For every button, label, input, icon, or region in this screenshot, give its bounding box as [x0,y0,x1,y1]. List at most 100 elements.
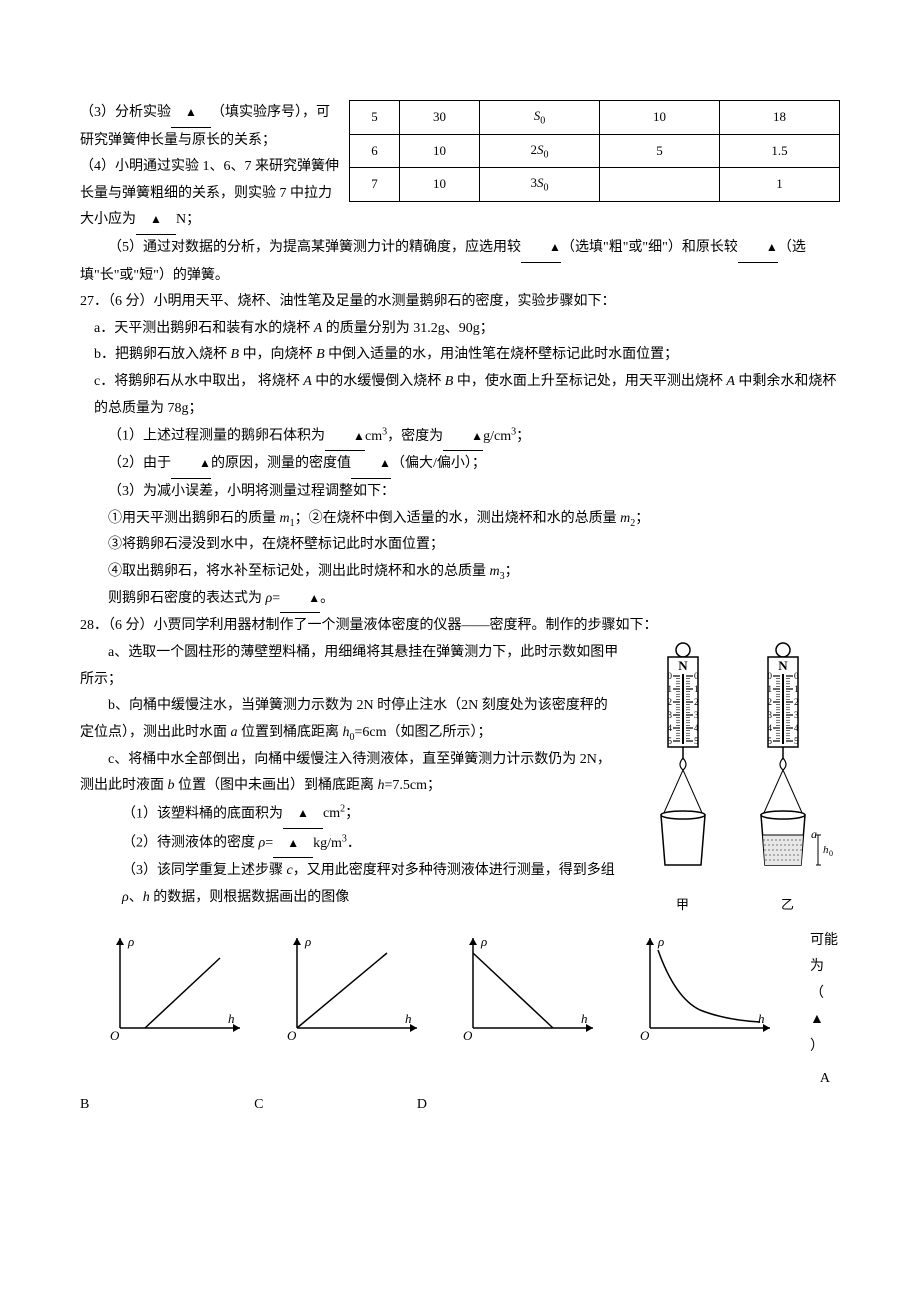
svg-text:1: 1 [794,684,799,694]
svg-text:4: 4 [794,723,799,733]
svg-text:2: 2 [694,697,699,707]
q27-part3: （3）为减小误差，小明将测量过程调整如下： [80,479,840,506]
table-cell: 3S0 [480,168,600,202]
text: 可能 [810,928,840,955]
q26-part4: （4）小明通过实验 1、6、7 来研究弹簧伸长量与弹簧粗细的关系，则实验 7 中… [80,154,339,235]
svg-text:1: 1 [694,684,699,694]
text: （3）分析实验 [80,105,171,120]
svg-text:2: 2 [667,697,672,707]
text: （5）通过对数据的分析，为提高某弹簧测力计的精确度，应选用较 [108,240,521,255]
opt-d: D [267,1092,427,1119]
blank [280,586,320,614]
svg-text:0: 0 [694,671,699,681]
svg-text:3: 3 [767,710,772,720]
blank [273,831,313,859]
svg-text:ρ: ρ [480,934,487,949]
svg-text:O: O [110,1028,120,1043]
text: （ [810,981,840,1008]
blank [283,801,323,829]
q26-part5: （5）通过对数据的分析，为提高某弹簧测力计的精确度，应选用较 （选填"粗"或"细"… [80,235,840,289]
spring-scale-empty: N 001122334455 甲 [638,640,728,918]
text: 为 [810,954,840,981]
svg-text:O: O [287,1028,297,1043]
table-cell: 1.5 [720,134,840,168]
svg-text:0: 0 [829,849,833,858]
blank [521,235,561,263]
svg-text:4: 4 [667,723,672,733]
text: ③将鹅卵石浸没到水中，在烧杯壁标记此时水面位置； [108,537,444,552]
svg-text:h: h [758,1011,765,1026]
chart-c: O ρ h [453,928,603,1048]
q26-part3: （3）分析实验（填实验序号），可研究弹簧伸长量与原长的关系； [80,100,339,154]
svg-text:ρ: ρ [304,934,311,949]
text: 。 [320,591,334,606]
text: （3）为减小误差，小明将测量过程调整如下： [108,484,395,499]
blank [443,424,483,452]
q27-step-a: a．天平测出鹅卵石和装有水的烧杯 A 的质量分别为 31.2g、90g； [80,316,840,343]
svg-text:h: h [581,1011,588,1026]
text: ▲ [810,1007,840,1034]
q27-expression: 则鹅卵石密度的表达式为 ρ=。 [80,586,840,614]
q28-answer-paren: 可能 为 （ ▲ ） [810,928,840,1061]
svg-text:3: 3 [794,710,799,720]
q27-step-c: c．将鹅卵石从水中取出， 将烧杯 A 中的水缓慢倒入烧杯 B 中，使水面上升至标… [80,369,840,422]
q27-heading: 27．（6 分）小明用天平、烧杯、油性笔及足量的水测量鹅卵石的密度，实验步骤如下… [80,289,840,316]
text: ） [810,1034,840,1061]
blank [171,451,211,479]
blank [136,207,176,235]
q28-part1: （1）该塑料桶的底面积为cm2； [80,800,620,829]
q27-part1: （1）上述过程测量的鹅卵石体积为cm3，密度为g/cm3； [80,422,840,451]
svg-text:1: 1 [767,684,772,694]
svg-text:h: h [228,1011,235,1026]
svg-text:ρ: ρ [127,934,134,949]
svg-text:0: 0 [767,671,772,681]
svg-text:4: 4 [694,723,699,733]
q28-options-bcd: B C D [80,1092,840,1119]
q27-step3: ③将鹅卵石浸没到水中，在烧杯壁标记此时水面位置； [80,532,840,559]
q28-charts: O ρ h O ρ h [80,928,800,1048]
caption-yi: 乙 [743,893,833,918]
table-cell: 2S0 [480,134,600,168]
q28-step-b: b、向桶中缓慢注水，当弹簧测力示数为 2N 时停止注水（2N 刻度处为该密度秤的… [80,693,620,746]
chart-a: O ρ h [100,928,250,1048]
text: （选填"粗"或"细"）和原长较 [561,240,738,255]
svg-text:3: 3 [667,710,672,720]
q28-part3: （3）该同学重复上述步骤 c，又用此密度秤对多种待测液体进行测量，得到多组 ρ、… [80,858,620,911]
q28-part2: （2）待测液体的密度 ρ=kg/m3． [80,829,620,858]
table-cell: 10 [400,168,480,202]
blank [171,100,211,128]
spring-scale-water: N 001122334455 [743,640,833,918]
table-cell: 5 [600,134,720,168]
q27-step4: ④取出鹅卵石，将水补至标记处，测出此时烧杯和水的总质量 m3； [80,559,840,586]
svg-text:1: 1 [667,684,672,694]
svg-text:0: 0 [667,671,672,681]
text: （4）小明通过实验 1、6、7 来研究弹簧伸长量与弹簧粗细的关系，则实验 7 中… [80,159,339,227]
svg-text:5: 5 [794,736,799,746]
table-cell: 18 [720,101,840,135]
svg-text:N: N [678,658,688,673]
q28-options: A [80,1066,840,1093]
svg-text:N: N [778,658,788,673]
svg-text:5: 5 [767,736,772,746]
chart-d: O ρ h [630,928,780,1048]
svg-text:2: 2 [794,697,799,707]
svg-text:a: a [811,827,817,841]
table-cell: S0 [480,101,600,135]
blank [351,451,391,479]
text: 28．（6 分）小贾同学利用器材制作了一个测量液体密度的仪器——密度秤。制作的步… [80,618,658,633]
q28-heading: 28．（6 分）小贾同学利用器材制作了一个测量液体密度的仪器——密度秤。制作的步… [80,613,840,640]
table-cell: 10 [600,101,720,135]
table-cell [600,168,720,202]
opt-c: C [84,1092,264,1119]
svg-text:3: 3 [694,710,699,720]
caption-jia: 甲 [638,893,728,918]
q27-part2: （2）由于的原因，测量的密度值（偏大/偏小）； [80,451,840,479]
q26-data-table: 530S010186102S051.57103S01 [349,100,840,202]
blank [738,235,778,263]
svg-text:O: O [463,1028,473,1043]
chart-b: O ρ h [277,928,427,1048]
svg-text:0: 0 [794,671,799,681]
table-cell: 30 [400,101,480,135]
table-cell: 10 [400,134,480,168]
blank [325,424,365,452]
